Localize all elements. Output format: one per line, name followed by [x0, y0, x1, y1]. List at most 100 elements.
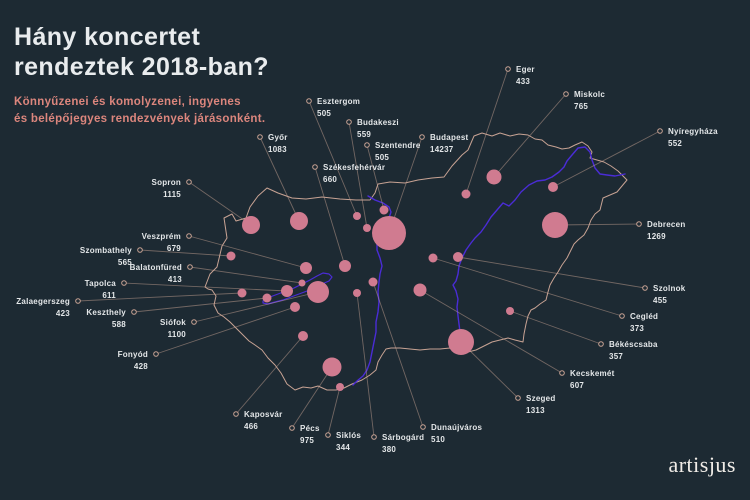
label-dot	[191, 319, 197, 325]
leader-line	[314, 166, 346, 267]
hungary-outline	[204, 132, 628, 391]
label-dot	[657, 128, 663, 134]
leader-line	[193, 291, 319, 323]
artisjus-logo: artisjus	[668, 452, 736, 477]
city-name: Budakeszi	[357, 118, 399, 127]
city-name: Győr	[268, 133, 288, 142]
city-value: 505	[317, 109, 331, 118]
city-bubble	[428, 253, 438, 263]
city-value: 679	[167, 244, 181, 253]
label-dot	[619, 313, 625, 319]
leader-line	[189, 266, 303, 284]
city-bubble	[486, 169, 502, 185]
city-bubble	[506, 307, 514, 315]
city-name: Siófok	[160, 318, 186, 327]
city-name: Fonyód	[118, 350, 148, 359]
leader-line	[372, 281, 424, 428]
city-name: Miskolc	[574, 90, 605, 99]
label-dot	[75, 298, 81, 304]
leader-line	[77, 292, 243, 302]
leader-line	[554, 223, 640, 226]
city-bubble	[339, 260, 351, 272]
leader-line	[139, 249, 232, 257]
leader-line	[419, 289, 563, 374]
city-value: 433	[516, 77, 530, 86]
city-bubble	[372, 216, 406, 250]
city-name: Dunaújváros	[431, 423, 483, 432]
city-name: Cegléd	[630, 312, 658, 321]
label-dot	[325, 432, 331, 438]
city-bubble	[413, 283, 427, 297]
river-line-2	[452, 146, 626, 333]
city-value: 552	[668, 139, 682, 148]
label-dot	[346, 119, 352, 125]
leader-line	[327, 386, 341, 436]
city-bubble	[379, 205, 389, 215]
city-value: 423	[56, 309, 70, 318]
city-value: 607	[570, 381, 584, 390]
city-name: Sopron	[152, 178, 182, 187]
label-dot	[306, 98, 312, 104]
label-dot	[186, 179, 192, 185]
city-bubble	[353, 289, 361, 297]
city-value: 413	[168, 275, 182, 284]
label-dot	[515, 395, 521, 401]
city-name: Kaposvár	[244, 410, 282, 419]
city-name: Zalaegerszeg	[16, 297, 70, 306]
label-dot	[257, 134, 263, 140]
label-dot	[187, 264, 193, 270]
city-value: 380	[382, 445, 396, 454]
leader-line	[155, 306, 296, 355]
city-value: 660	[323, 175, 337, 184]
city-name: Nyíregyháza	[668, 127, 718, 136]
city-value: 14237	[430, 145, 454, 154]
label-dot	[505, 66, 511, 72]
city-value: 559	[357, 130, 371, 139]
city-bubble	[363, 224, 371, 232]
city-name: Debrecen	[647, 220, 685, 229]
city-bubble	[453, 252, 463, 262]
city-value: 765	[574, 102, 588, 111]
city-name: Szombathely	[80, 246, 132, 255]
leader-line	[366, 144, 385, 211]
label-dot	[289, 425, 295, 431]
leader-line	[123, 282, 288, 292]
label-dot	[312, 164, 318, 170]
label-dot	[419, 134, 425, 140]
city-bubble	[448, 329, 474, 355]
leader-line	[259, 136, 300, 222]
label-dot	[364, 142, 370, 148]
leader-line	[509, 310, 602, 345]
city-name: Sárbogárd	[382, 433, 424, 442]
leader-line	[188, 235, 307, 269]
city-value: 975	[300, 436, 314, 445]
city-name: Esztergom	[317, 97, 360, 106]
leader-line	[465, 68, 509, 195]
city-bubble	[226, 251, 236, 261]
city-value: 1313	[526, 406, 545, 415]
city-bubble	[548, 182, 558, 192]
leader-line	[133, 297, 268, 313]
city-bubble	[242, 216, 260, 234]
label-dot	[131, 309, 137, 315]
leader-line	[552, 130, 661, 188]
city-name: Pécs	[300, 424, 320, 433]
city-bubble	[322, 357, 342, 377]
city-name: Tapolca	[85, 279, 117, 288]
city-value: 466	[244, 422, 258, 431]
city-value: 357	[609, 352, 623, 361]
city-bubble	[290, 302, 300, 312]
city-bubble	[542, 212, 568, 238]
city-bubble	[262, 293, 272, 303]
city-value: 373	[630, 324, 644, 333]
city-bubble	[237, 288, 247, 298]
leader-line	[188, 181, 252, 226]
label-dot	[563, 91, 569, 97]
city-value: 1100	[168, 330, 187, 339]
city-value: 588	[112, 320, 126, 329]
city-bubble	[368, 277, 378, 287]
label-dot	[598, 341, 604, 347]
city-name: Budapest	[430, 133, 469, 142]
